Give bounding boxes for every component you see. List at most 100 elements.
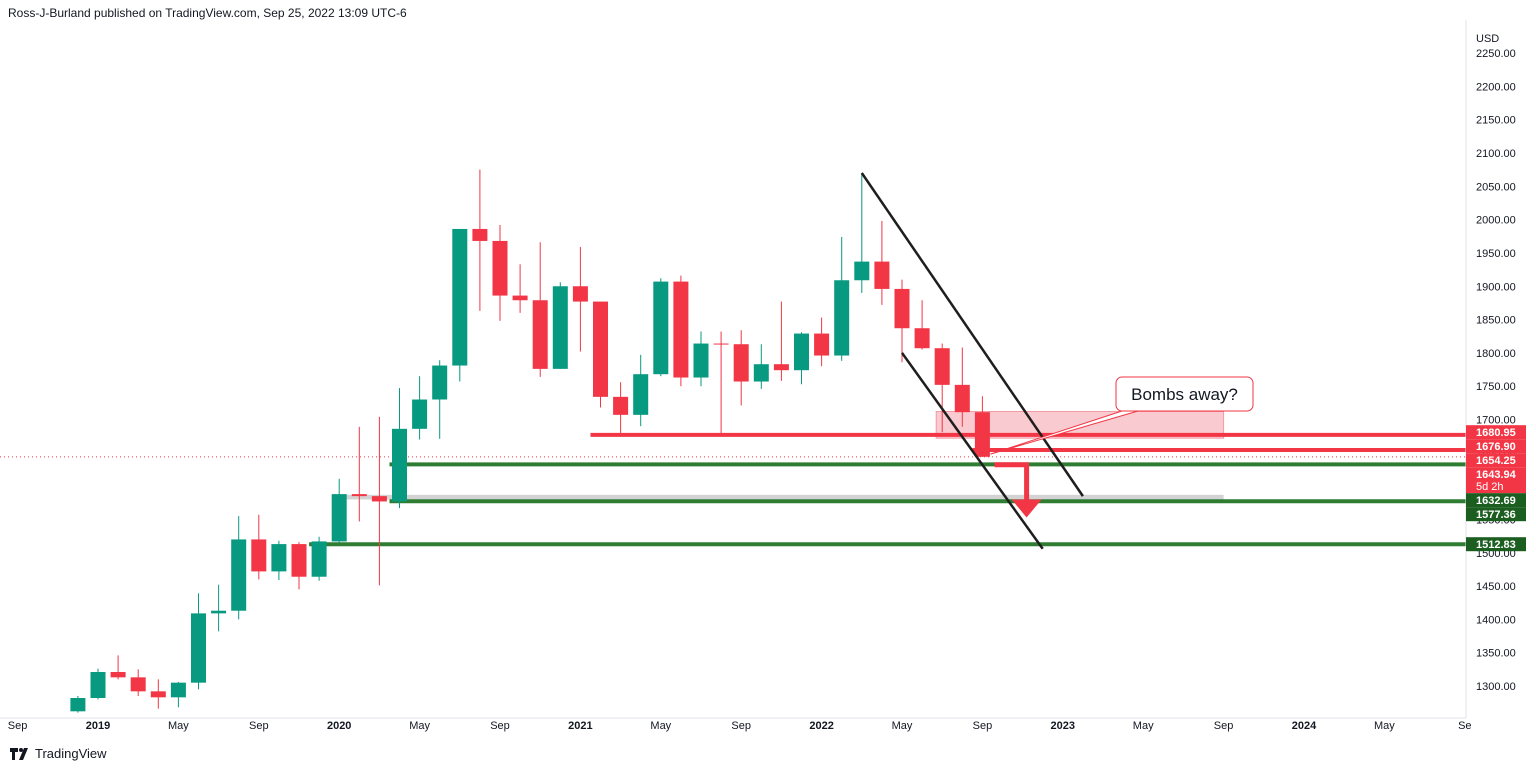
- x-tick-label: Sep: [973, 720, 993, 732]
- candle-body: [854, 261, 870, 281]
- candle-body: [110, 672, 126, 678]
- candle-body: [452, 228, 468, 366]
- candle-body: [412, 399, 428, 429]
- candle-body: [552, 286, 568, 369]
- candle-2021-05: [653, 278, 669, 377]
- price-label-bg: [1466, 467, 1526, 494]
- price-label-2: 1654.25: [1466, 453, 1526, 468]
- candle-body: [693, 343, 709, 378]
- candle-2021-08: [713, 331, 729, 434]
- candle-2019-06: [191, 593, 206, 690]
- price-label-text: 1643.94: [1476, 469, 1517, 481]
- axis-currency: USD: [1476, 33, 1499, 45]
- candle-2020-01: [331, 478, 347, 543]
- candle-2019-08: [231, 516, 247, 620]
- candle-body: [572, 286, 588, 302]
- candle-body: [130, 677, 146, 692]
- candle-2020-04: [392, 388, 407, 509]
- candle-body: [371, 496, 387, 502]
- price-label-bg: [1466, 439, 1526, 454]
- candle-2019-03: [130, 669, 146, 696]
- candle-2021-12: [794, 332, 809, 385]
- price-label-bg: [1466, 493, 1526, 508]
- price-label-4: 1632.69: [1466, 493, 1526, 508]
- y-tick-label: 1750.00: [1476, 381, 1516, 393]
- candle-2021-09: [733, 330, 749, 406]
- x-tick-label: Sep: [731, 720, 751, 732]
- candle-2022-07: [934, 343, 950, 433]
- candle-body: [834, 280, 850, 356]
- candle-body: [814, 333, 830, 356]
- price-label-1: 1676.90: [1466, 439, 1526, 454]
- candle-2021-11: [773, 301, 789, 381]
- x-tick-label: May: [1133, 720, 1154, 732]
- candle-body: [673, 281, 689, 378]
- candle-2020-11: [532, 242, 548, 377]
- x-tick-label: 2022: [809, 720, 833, 732]
- x-tick-label: Sep: [249, 720, 269, 732]
- candle-body: [311, 541, 327, 577]
- x-tick-label: 2021: [568, 720, 592, 732]
- x-tick-label: May: [168, 720, 189, 732]
- candle-body: [472, 228, 488, 241]
- candle-2021-07: [693, 331, 709, 387]
- tradingview-logo-icon: [10, 747, 30, 760]
- price-label-bg: [1466, 507, 1526, 522]
- candle-body: [934, 348, 950, 385]
- publisher-header: Ross-J-Burland published on TradingView.…: [8, 6, 407, 20]
- y-tick-label: 2150.00: [1476, 115, 1516, 127]
- candle-body: [170, 682, 186, 698]
- candle-body: [593, 301, 608, 397]
- y-tick-label: 1900.00: [1476, 281, 1516, 293]
- price-label-text: 1654.25: [1476, 455, 1516, 467]
- candle-2021-01: [572, 246, 588, 352]
- candle-body: [914, 328, 930, 349]
- x-tick-label: 2023: [1051, 720, 1075, 732]
- x-tick-label: Sep: [490, 720, 510, 732]
- price-label-text: 1632.69: [1476, 495, 1516, 507]
- candle-body: [90, 672, 106, 698]
- channel-line-1: [900, 352, 1044, 550]
- candle-body: [794, 333, 809, 371]
- x-tick-label: 2020: [327, 720, 351, 732]
- candle-body: [492, 240, 508, 296]
- candle-body: [954, 384, 970, 413]
- y-tick-label: 2250.00: [1476, 48, 1516, 60]
- candle-2019-02: [110, 655, 126, 680]
- candle-body: [773, 364, 789, 371]
- candle-body: [392, 428, 407, 502]
- candle-2019-07: [211, 584, 227, 632]
- candle-2020-07: [452, 228, 468, 382]
- candle-2021-06: [673, 275, 689, 387]
- callout-box: [1115, 376, 1254, 412]
- candle-2022-01: [814, 317, 830, 367]
- candle-2021-04: [633, 354, 649, 427]
- candle-body: [512, 295, 528, 301]
- candle-2019-10: [271, 540, 287, 581]
- candle-body: [70, 697, 86, 712]
- y-tick-label: 2100.00: [1476, 148, 1516, 160]
- candle-body: [211, 610, 227, 614]
- candle-2018-12: [70, 695, 86, 713]
- x-tick-label: May: [650, 720, 671, 732]
- annotation-text: Bombs away?: [1131, 385, 1238, 404]
- y-tick-label: 2000.00: [1476, 215, 1516, 227]
- candle-2021-03: [613, 382, 629, 436]
- candle-2022-05: [894, 279, 910, 363]
- y-tick-label: 1350.00: [1476, 648, 1516, 660]
- x-tick-label: Sep: [1214, 720, 1234, 732]
- y-tick-label: 1800.00: [1476, 348, 1516, 360]
- candle-body: [974, 412, 990, 457]
- x-tick-label: May: [892, 720, 913, 732]
- price-label-6: 1512.83: [1466, 537, 1526, 552]
- x-tick-label: Sep: [8, 720, 28, 732]
- candle-2020-08: [472, 169, 488, 311]
- candle-2019-01: [90, 668, 106, 700]
- candle-2020-09: [492, 224, 508, 321]
- down-arrow-head: [1011, 499, 1042, 518]
- y-tick-label: 1400.00: [1476, 614, 1516, 626]
- candle-2022-04: [874, 220, 890, 305]
